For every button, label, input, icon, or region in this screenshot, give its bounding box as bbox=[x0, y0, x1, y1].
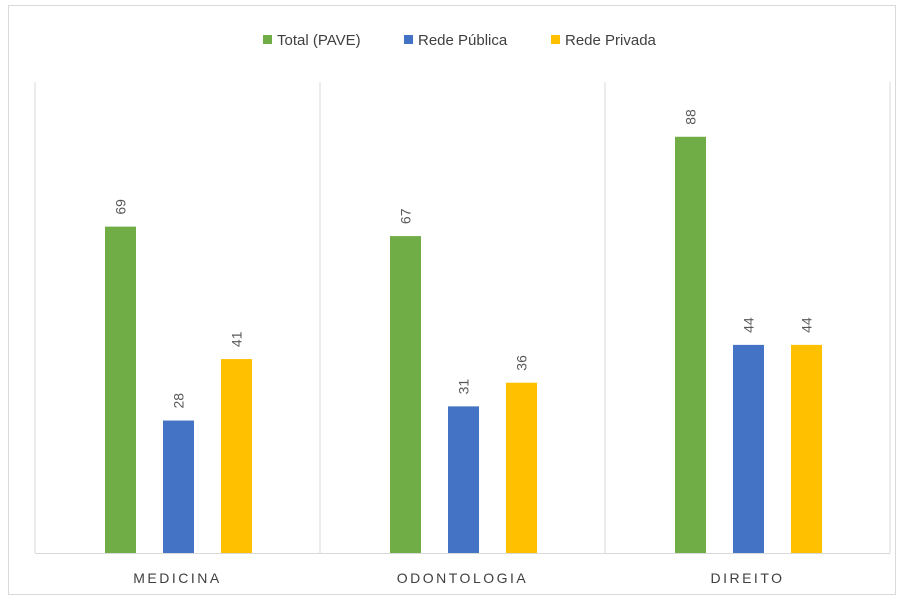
legend-label-rede-publica: Rede Pública bbox=[418, 32, 508, 49]
value-label-direito-rede-privada: 44 bbox=[799, 317, 815, 333]
bar-medicina-total-pave bbox=[105, 226, 136, 553]
value-label-odontologia-rede-privada: 36 bbox=[514, 355, 530, 371]
value-label-medicina-rede-privada: 41 bbox=[229, 331, 245, 347]
category-label-odontologia: ODONTOLOGIA bbox=[397, 570, 528, 586]
value-label-direito-total-pave: 88 bbox=[683, 109, 699, 125]
bar-medicina-rede-publica bbox=[163, 420, 194, 553]
category-label-direito: DIREITO bbox=[710, 570, 784, 586]
value-label-medicina-total-pave: 69 bbox=[113, 199, 129, 215]
legend-swatch-rede-privada bbox=[551, 35, 560, 44]
bar-odontologia-rede-privada bbox=[506, 382, 537, 553]
bar-medicina-rede-privada bbox=[221, 359, 252, 553]
bar-direito-total-pave bbox=[675, 136, 706, 553]
bar-odontologia-rede-publica bbox=[448, 406, 479, 553]
category-separators bbox=[34, 82, 891, 553]
value-label-direito-rede-publica: 44 bbox=[741, 317, 757, 333]
legend-label-total-pave: Total (PAVE) bbox=[277, 32, 361, 49]
bars bbox=[105, 136, 822, 553]
category-labels: MEDICINA ODONTOLOGIA DIREITO bbox=[133, 570, 784, 586]
value-labels: 69 28 41 67 31 36 88 44 44 bbox=[113, 109, 815, 409]
bar-direito-rede-privada bbox=[791, 344, 822, 553]
category-label-medicina: MEDICINA bbox=[133, 570, 221, 586]
value-label-medicina-rede-publica: 28 bbox=[171, 393, 187, 409]
legend-swatch-total-pave bbox=[263, 35, 272, 44]
value-label-odontologia-rede-publica: 31 bbox=[456, 379, 472, 395]
value-label-odontologia-total-pave: 67 bbox=[398, 208, 414, 224]
bar-odontologia-total-pave bbox=[390, 236, 421, 553]
legend-swatch-rede-publica bbox=[404, 35, 413, 44]
bar-direito-rede-publica bbox=[733, 344, 764, 553]
legend: Total (PAVE) Rede Pública Rede Privada bbox=[263, 32, 657, 49]
legend-label-rede-privada: Rede Privada bbox=[565, 32, 657, 49]
